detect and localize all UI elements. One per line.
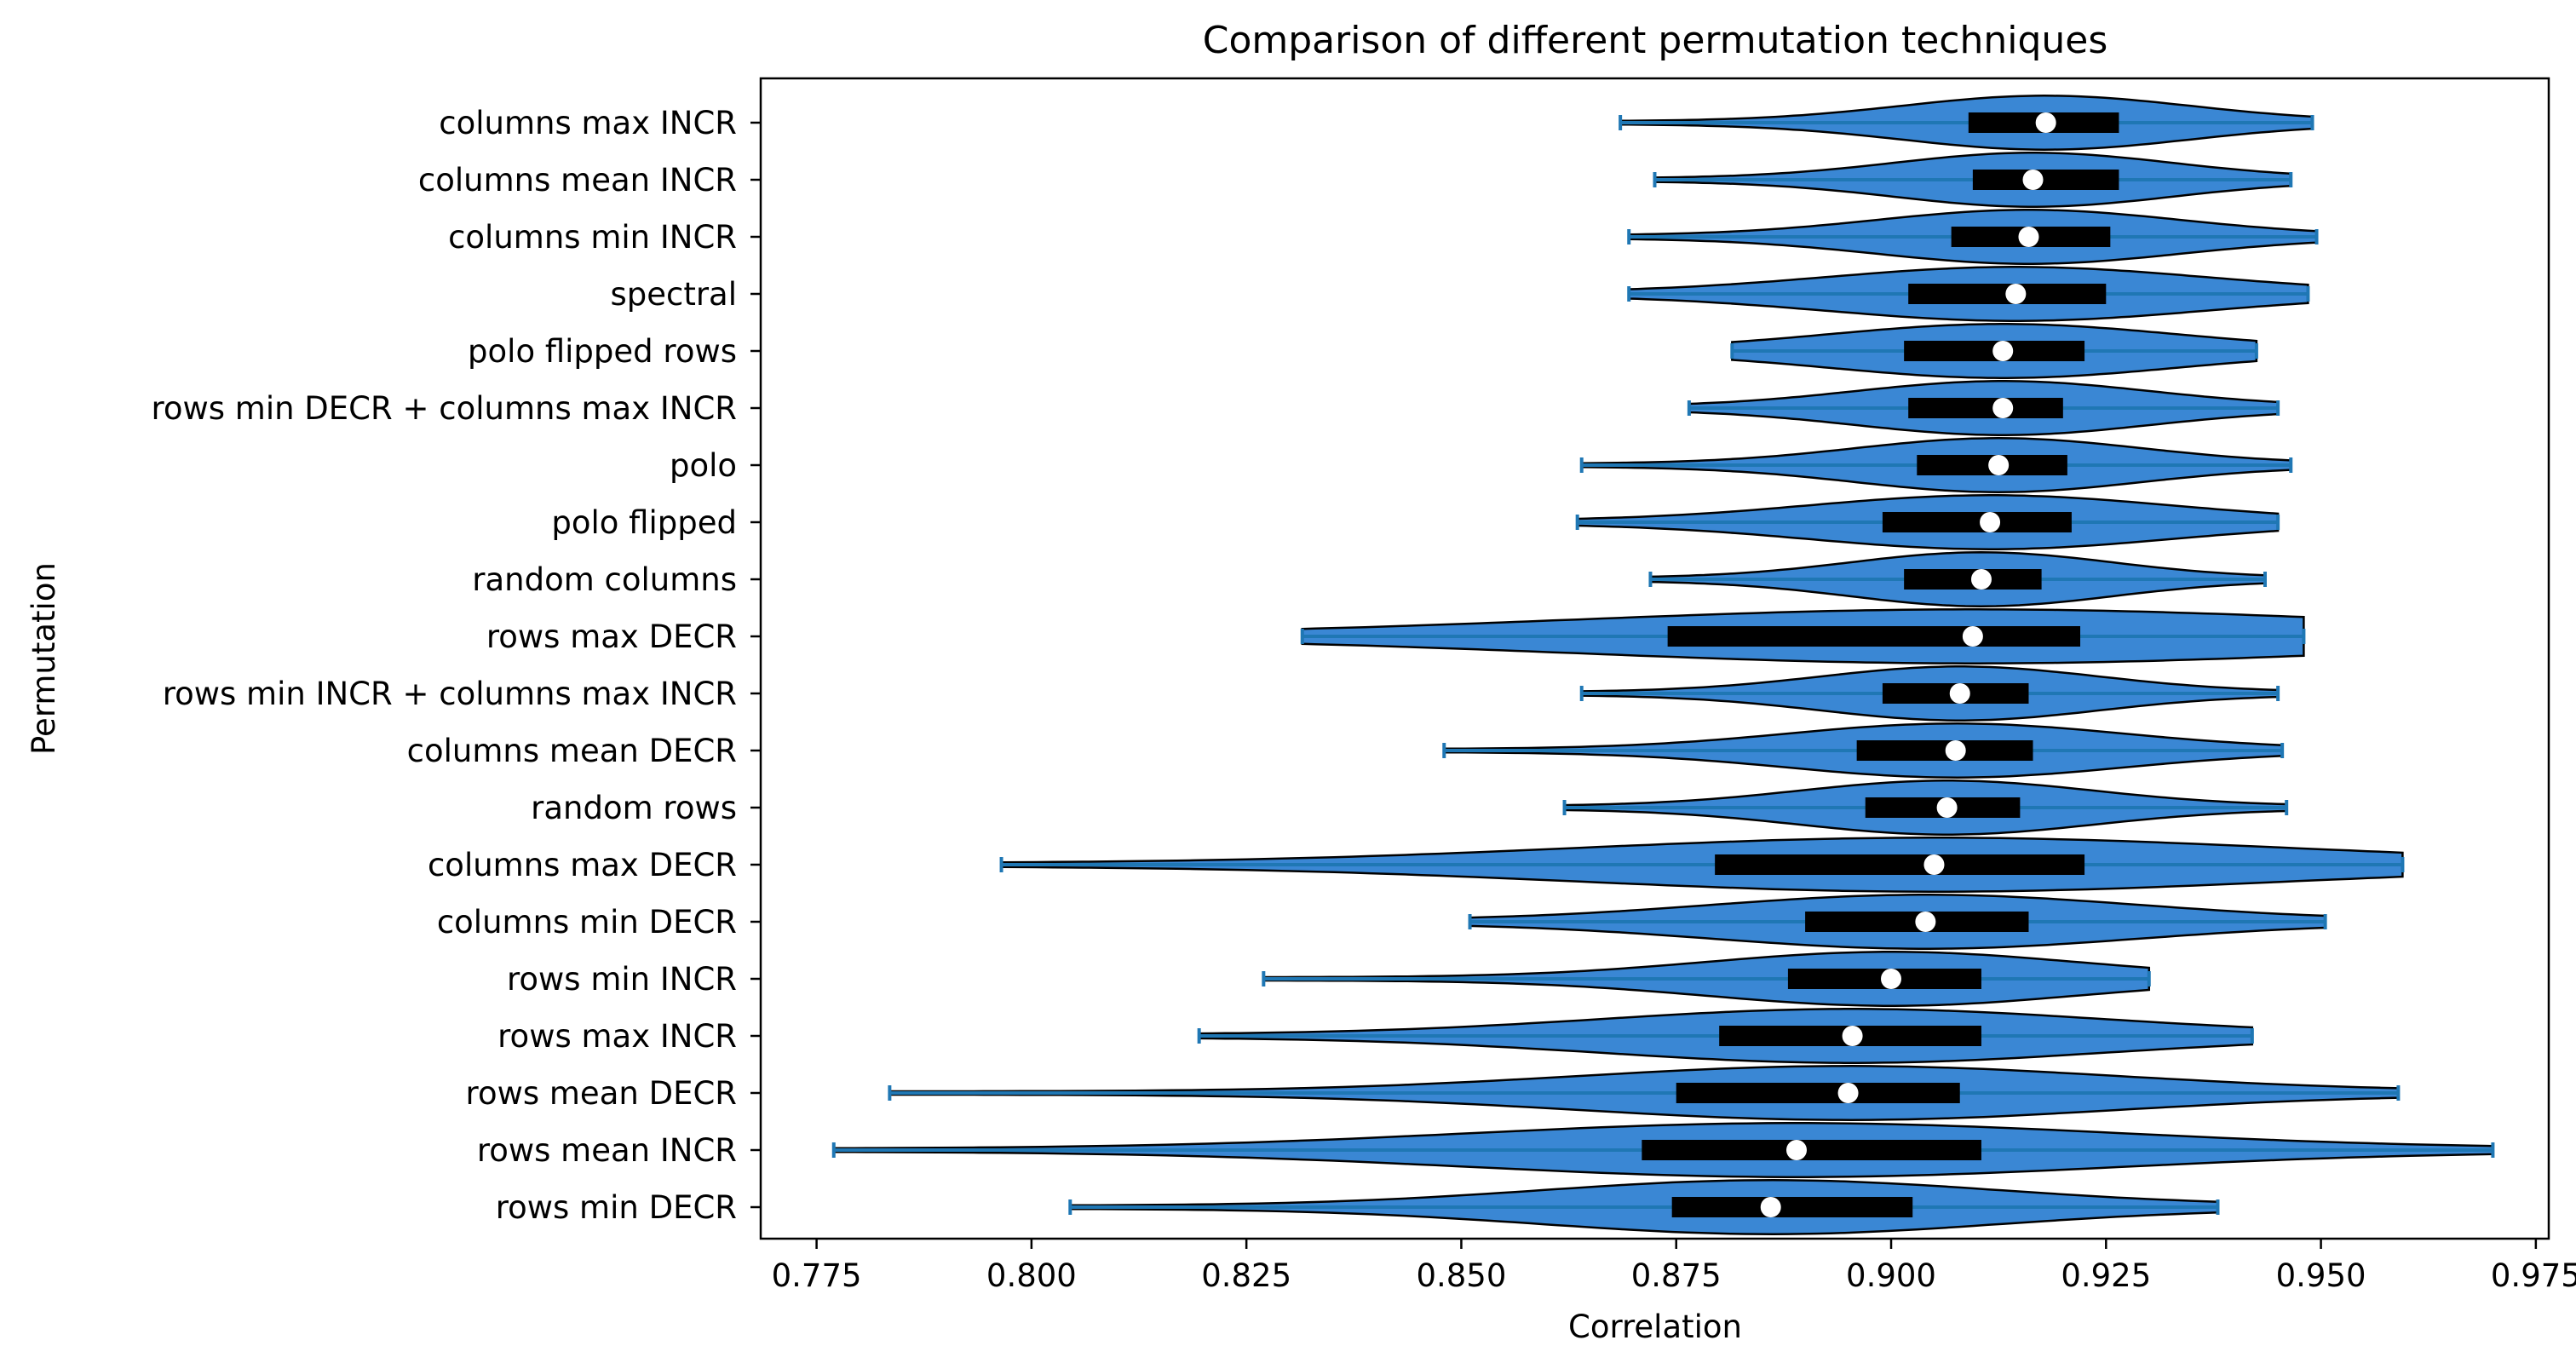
violin-group xyxy=(1619,95,2314,151)
median-marker xyxy=(1760,1197,1781,1217)
y-tick-label: rows min INCR + columns max INCR xyxy=(163,676,737,712)
y-tick-label: rows min DECR xyxy=(496,1189,737,1226)
median-marker xyxy=(2005,284,2027,304)
iqr-box xyxy=(1715,854,2085,875)
x-tick-label: 0.900 xyxy=(1846,1257,1936,1294)
violin-group xyxy=(1627,266,2310,322)
x-axis: 0.775 0.800 0.825 0.850 0.875 0.900 0.925 0.950… xyxy=(772,1239,2576,1294)
violin-group xyxy=(1262,951,2151,1007)
median-marker xyxy=(1837,1083,1859,1103)
x-tick-label: 0.850 xyxy=(1416,1257,1506,1294)
x-tick-label: 0.950 xyxy=(2276,1257,2366,1294)
median-marker xyxy=(1923,854,1945,875)
iqr-box xyxy=(1642,1140,1981,1160)
y-tick-label: rows min DECR + columns max INCR xyxy=(151,390,737,427)
violin-group xyxy=(1648,551,2267,607)
violin-group xyxy=(1575,494,2280,550)
median-marker xyxy=(2022,170,2044,190)
median-marker xyxy=(1945,740,1966,761)
x-tick-label: 0.775 xyxy=(772,1257,862,1294)
y-tick-label: polo xyxy=(670,447,737,484)
median-marker xyxy=(1936,797,1958,818)
violin-group xyxy=(888,1065,2401,1121)
chart-title: Comparison of different permutation tech… xyxy=(1203,19,2108,62)
iqr-box xyxy=(1671,1197,1913,1217)
x-tick-label: 0.825 xyxy=(1201,1257,1291,1294)
x-axis-label: Correlation xyxy=(1568,1309,1742,1345)
y-tick-label: random rows xyxy=(531,790,737,826)
x-tick-label: 0.975 xyxy=(2491,1257,2576,1294)
x-tick-label: 0.875 xyxy=(1631,1257,1722,1294)
violin-group xyxy=(1627,209,2319,265)
violin-group xyxy=(1068,1179,2220,1235)
median-marker xyxy=(2035,112,2056,133)
plot-frame xyxy=(759,77,2550,1240)
violin-group xyxy=(1653,152,2293,208)
iqr-box xyxy=(1972,170,2119,190)
y-tick-label: spectral xyxy=(610,276,737,313)
iqr-box xyxy=(1676,1083,1960,1103)
iqr-box xyxy=(1856,740,2033,761)
y-tick-label: rows max DECR xyxy=(486,618,737,655)
median-marker xyxy=(1992,398,2014,418)
violins-layer xyxy=(831,95,2495,1235)
violin-group xyxy=(1579,437,2293,493)
y-tick-label: rows mean INCR xyxy=(477,1132,737,1169)
violin-group xyxy=(831,1122,2495,1178)
y-tick-label: columns min DECR xyxy=(437,904,737,940)
violin-group xyxy=(1562,779,2289,836)
y-tick-label: rows mean DECR xyxy=(466,1075,737,1112)
violin-group xyxy=(999,837,2405,893)
violin-group xyxy=(1442,722,2285,779)
y-axis-label: Permutation xyxy=(26,562,62,755)
iqr-box xyxy=(1908,398,2063,418)
violin-group xyxy=(1468,894,2327,950)
violin-group xyxy=(1687,380,2280,436)
median-marker xyxy=(1786,1140,1808,1160)
median-marker xyxy=(1842,1026,1863,1046)
median-marker xyxy=(1988,455,2010,475)
y-tick-label: columns max INCR xyxy=(439,105,737,141)
y-tick-label: columns mean DECR xyxy=(407,733,737,769)
median-marker xyxy=(1915,912,1936,932)
median-marker xyxy=(1962,626,1983,647)
y-tick-label: columns mean INCR xyxy=(418,162,737,198)
y-tick-label: columns min INCR xyxy=(448,219,737,256)
violin-group xyxy=(1730,323,2258,379)
violin-group xyxy=(1300,608,2306,664)
y-tick-label: rows min INCR xyxy=(507,961,737,998)
x-tick-label: 0.925 xyxy=(2061,1257,2151,1294)
x-tick-label: 0.800 xyxy=(986,1257,1077,1294)
y-tick-label: columns max DECR xyxy=(428,847,737,883)
median-marker xyxy=(1980,512,2001,532)
iqr-box xyxy=(1882,512,2072,532)
y-tick-label: polo flipped xyxy=(551,504,737,541)
median-marker xyxy=(1970,569,1992,590)
iqr-box xyxy=(1667,626,2081,647)
y-tick-label: polo flipped rows xyxy=(468,333,737,370)
violin-group xyxy=(1579,665,2280,722)
y-axis: columns max INCR columns mean INCR columns… xyxy=(151,105,761,1226)
median-marker xyxy=(1881,969,1902,989)
violin-group xyxy=(1197,1008,2254,1064)
median-marker xyxy=(1992,341,2014,361)
median-marker xyxy=(1949,683,1970,704)
y-tick-label: rows max INCR xyxy=(497,1018,737,1055)
median-marker xyxy=(2018,227,2039,247)
y-tick-label: random columns xyxy=(472,561,737,598)
